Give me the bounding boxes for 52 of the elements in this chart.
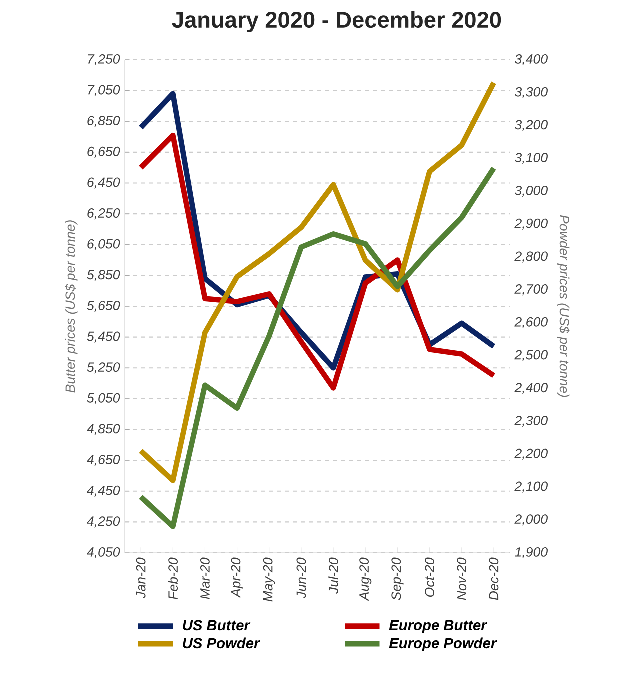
legend-label: US Butter bbox=[183, 620, 251, 631]
x-tick-label: May-20 bbox=[263, 558, 276, 602]
x-tick-label: Jan-20 bbox=[136, 558, 146, 599]
y2-tick-label: 2,100 bbox=[514, 482, 548, 493]
y2-tick-label: 3,000 bbox=[515, 186, 548, 197]
y-axis-title: Butter prices (US$ per tonne) bbox=[65, 220, 78, 393]
x-tick-label: Nov-20 bbox=[457, 558, 467, 600]
y-tick-label: 7,250 bbox=[88, 54, 120, 66]
y2-tick-label: 3,300 bbox=[515, 87, 548, 98]
y-tick-label: 5,650 bbox=[87, 300, 120, 312]
x-tick-label: Jun-20 bbox=[296, 558, 306, 599]
y-tick-label: 6,450 bbox=[88, 178, 120, 189]
y2-tick-label: 1,900 bbox=[515, 547, 548, 559]
y2-tick-label: 2,300 bbox=[514, 416, 548, 428]
chart-title: January 2020 - December 2020 bbox=[172, 11, 502, 33]
y2-tick-label: 3,100 bbox=[515, 153, 548, 164]
y-tick-label: 6,850 bbox=[88, 116, 120, 128]
y-tick-label: 6,050 bbox=[88, 239, 120, 250]
y2-tick-label: 2,800 bbox=[514, 252, 548, 263]
y2-tick-label: 2,000 bbox=[514, 514, 548, 526]
y-tick-label: 5,450 bbox=[87, 332, 120, 343]
x-tick-label: Oct-20 bbox=[425, 558, 435, 597]
y2-axis-title: Powder prices (US$ per tonne) bbox=[557, 215, 570, 398]
y-tick-label: 4,050 bbox=[87, 547, 120, 559]
y2-tick-label: 3,400 bbox=[515, 54, 548, 66]
x-tick-label: Dec-20 bbox=[489, 558, 499, 600]
y-tick-label: 5,250 bbox=[87, 362, 120, 374]
x-tick-label: Jul-20 bbox=[328, 558, 338, 594]
x-tick-label: Mar-20 bbox=[200, 558, 210, 600]
y-tick-label: 7,050 bbox=[88, 85, 120, 96]
y-tick-label: 4,250 bbox=[87, 516, 120, 528]
legend-label: Europe Powder bbox=[389, 638, 498, 652]
y-tick-label: 4,450 bbox=[87, 486, 120, 497]
y-tick-label: 6,650 bbox=[88, 146, 120, 158]
y2-tick-label: 2,900 bbox=[514, 218, 548, 230]
legend-label: Europe Butter bbox=[389, 620, 488, 634]
x-tick-label: Apr-20 bbox=[231, 558, 244, 598]
y-tick-label: 5,050 bbox=[87, 393, 120, 404]
y2-tick-label: 2,600 bbox=[514, 317, 548, 328]
legend-label: US Powder bbox=[183, 638, 260, 649]
y2-tick-label: 2,400 bbox=[514, 383, 548, 394]
y2-tick-label: 2,700 bbox=[514, 284, 548, 296]
y2-tick-label: 3,200 bbox=[515, 120, 548, 132]
y-tick-label: 6,250 bbox=[88, 208, 120, 220]
x-tick-label: Feb-20 bbox=[168, 558, 178, 600]
y-tick-label: 4,650 bbox=[87, 455, 120, 466]
x-tick-label: Sep-20 bbox=[392, 558, 404, 600]
y2-tick-label: 2,500 bbox=[514, 350, 548, 362]
x-tick-label: Aug-20 bbox=[360, 558, 372, 602]
y-tick-label: 5,850 bbox=[87, 270, 120, 282]
y2-tick-label: 2,200 bbox=[514, 448, 548, 460]
y-tick-label: 4,850 bbox=[87, 424, 120, 436]
